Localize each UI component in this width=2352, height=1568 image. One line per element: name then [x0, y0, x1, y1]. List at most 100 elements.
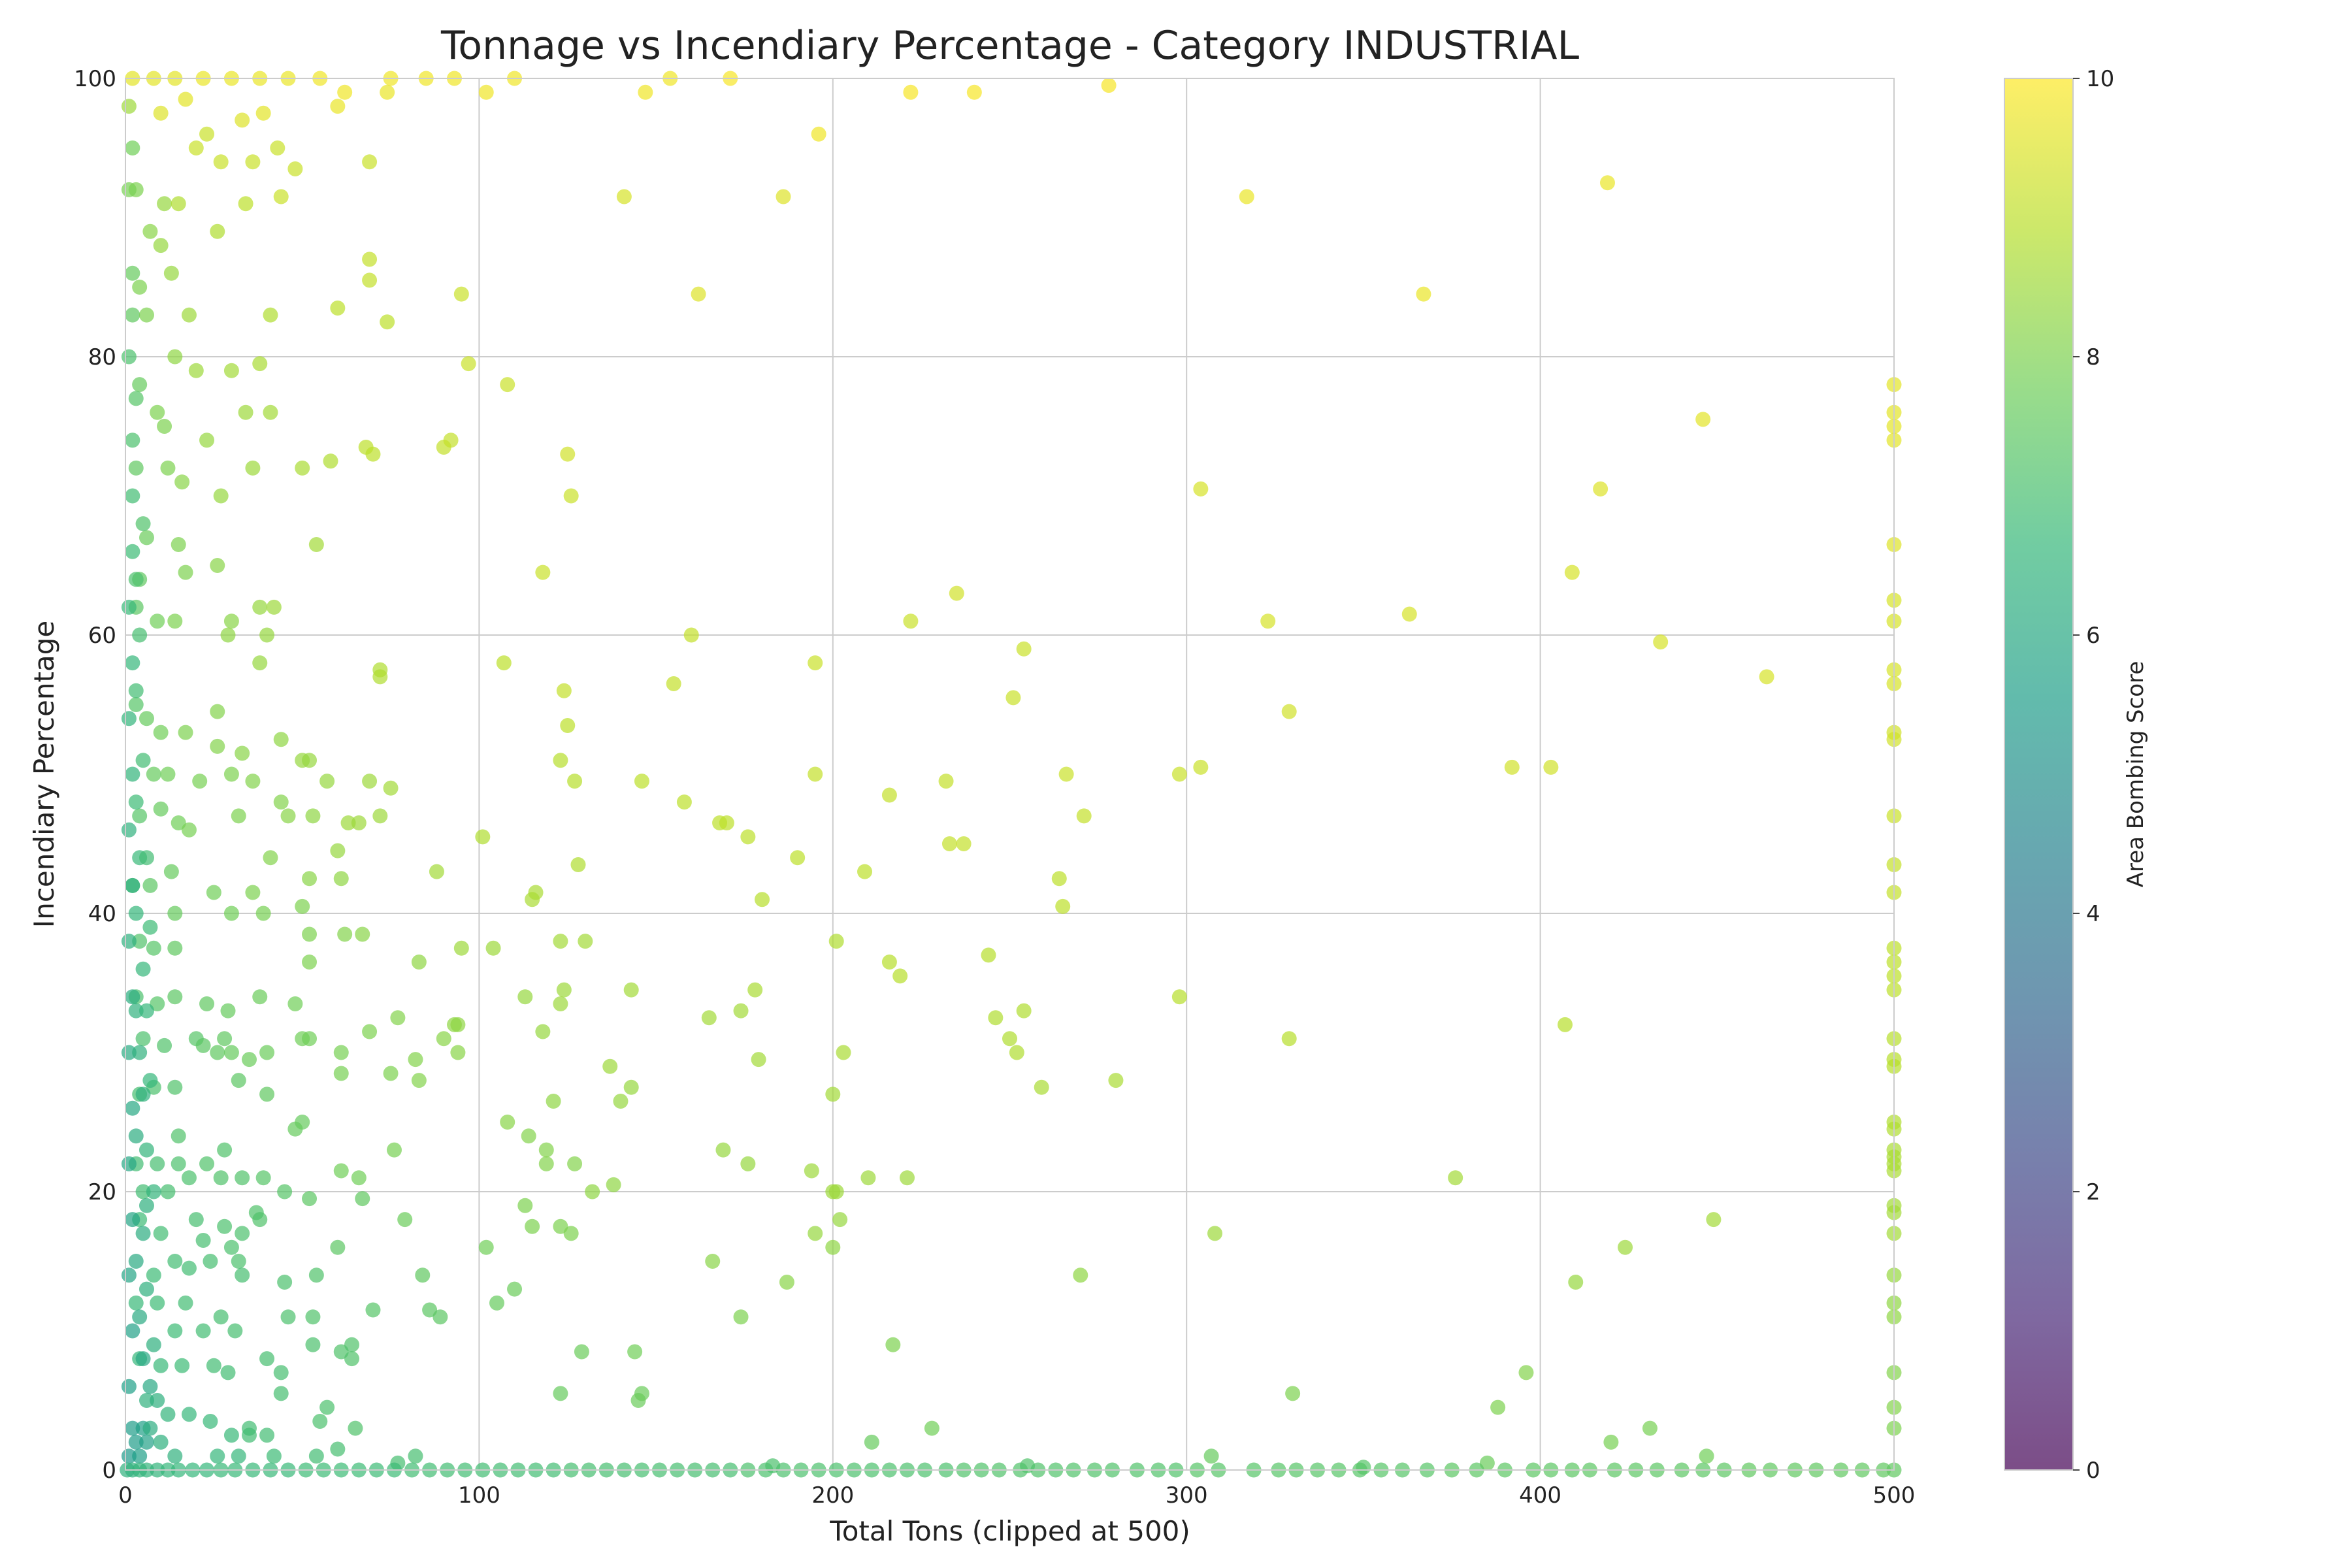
- scatter-point: [235, 745, 250, 761]
- scatter-point: [765, 1458, 781, 1474]
- scatter-point: [881, 955, 897, 970]
- scatter-point: [217, 1142, 233, 1158]
- scatter-point: [556, 683, 572, 698]
- scatter-point: [390, 1010, 406, 1026]
- scatter-point: [178, 1295, 193, 1311]
- scatter-point: [259, 1045, 275, 1060]
- scatter-point: [811, 126, 826, 142]
- scatter-point: [755, 892, 770, 907]
- scatter-point: [139, 307, 154, 323]
- scatter-point: [1055, 898, 1071, 914]
- scatter-point: [546, 1094, 561, 1109]
- scatter-point: [892, 968, 908, 984]
- colorbar-tick-label: 0: [2086, 1458, 2100, 1484]
- scatter-point: [125, 1212, 140, 1228]
- y-tick-label: 100: [74, 66, 116, 92]
- scatter-point: [252, 989, 268, 1005]
- scatter-point: [231, 808, 246, 824]
- scatter-point: [146, 766, 161, 782]
- scatter-point: [305, 1337, 321, 1352]
- scatter-point: [333, 871, 349, 887]
- scatter-point: [1706, 1212, 1722, 1228]
- scatter-point: [238, 404, 253, 420]
- y-tick-labels: 0 20 40 60 80 100: [74, 66, 116, 1484]
- x-axis-label: Total Tons (clipped at 500): [829, 1515, 1190, 1547]
- scatter-point: [606, 1177, 621, 1192]
- scatter-point: [355, 926, 370, 942]
- scatter-point: [638, 84, 653, 100]
- scatter-point: [188, 140, 204, 155]
- scatter-point: [255, 105, 271, 121]
- scatter-point: [864, 1434, 879, 1450]
- scatter-point: [245, 885, 261, 900]
- scatter-point: [312, 1413, 328, 1429]
- scatter-point: [340, 815, 356, 831]
- scatter-point: [153, 725, 169, 740]
- scatter-point: [330, 1239, 346, 1255]
- scatter-point: [223, 906, 239, 921]
- scatter-point: [171, 1128, 186, 1144]
- scatter-point: [150, 613, 165, 629]
- scatter-point: [142, 877, 158, 893]
- scatter-point: [319, 1399, 335, 1415]
- scatter-point: [150, 404, 165, 420]
- scatter-point: [128, 1254, 144, 1269]
- scatter-point: [691, 286, 706, 302]
- scatter-point: [1281, 1031, 1297, 1047]
- scatter-point: [167, 1079, 183, 1095]
- scatter-point: [302, 955, 318, 970]
- scatter-point: [139, 1003, 154, 1019]
- scatter-point: [255, 906, 271, 921]
- scatter-point: [125, 307, 140, 323]
- scatter-point: [171, 815, 186, 831]
- scatter-point: [273, 794, 289, 810]
- scatter-point: [1699, 1448, 1714, 1464]
- scatter-point: [171, 537, 186, 553]
- scatter-point: [362, 1024, 378, 1039]
- scatter-point: [213, 1309, 229, 1325]
- y-tick-label: 60: [88, 623, 116, 649]
- scatter-point: [1543, 759, 1559, 775]
- scatter-point: [832, 1212, 848, 1228]
- scatter-point: [195, 1037, 211, 1053]
- scatter-point: [362, 272, 378, 288]
- scatter-point: [705, 1254, 721, 1269]
- scatter-point: [450, 1045, 466, 1060]
- scatter-point: [146, 1267, 161, 1283]
- scatter-point: [1020, 1458, 1036, 1474]
- colorbar-tick-label: 4: [2086, 901, 2100, 927]
- scatter-point: [135, 516, 151, 532]
- scatter-point: [553, 996, 568, 1011]
- scatter-point: [308, 1267, 324, 1283]
- colorbar-tick-label: 6: [2086, 623, 2100, 649]
- scatter-point: [1101, 78, 1117, 93]
- scatter-point: [1193, 481, 1209, 497]
- scatter-point: [1642, 1420, 1658, 1436]
- scatter-point: [150, 996, 165, 1011]
- scatter-point: [560, 717, 576, 733]
- scatter-point: [181, 822, 197, 838]
- scatter-point: [199, 996, 215, 1011]
- scatter-point: [150, 1295, 165, 1311]
- scatter-point: [1618, 1239, 1633, 1255]
- plot-frame: [125, 78, 1895, 1471]
- scatter-point: [125, 1100, 140, 1116]
- scatter-point: [333, 1066, 349, 1081]
- scatter-point: [535, 1024, 551, 1039]
- scatter-point: [206, 1358, 221, 1373]
- scatter-point: [125, 488, 140, 504]
- scatter-point: [574, 1344, 589, 1360]
- scatter-point: [305, 1309, 321, 1325]
- scatter-point: [160, 1184, 176, 1200]
- scatter-point: [121, 1267, 137, 1283]
- scatter-point: [362, 252, 378, 267]
- scatter-point: [181, 1407, 197, 1422]
- scatter-point: [553, 1386, 568, 1401]
- scatter-point: [715, 1142, 731, 1158]
- scatter-point: [139, 1434, 154, 1450]
- scatter-point: [266, 599, 282, 615]
- scatter-point: [408, 1052, 423, 1068]
- scatter-point: [121, 934, 137, 949]
- scatter-point: [263, 307, 278, 323]
